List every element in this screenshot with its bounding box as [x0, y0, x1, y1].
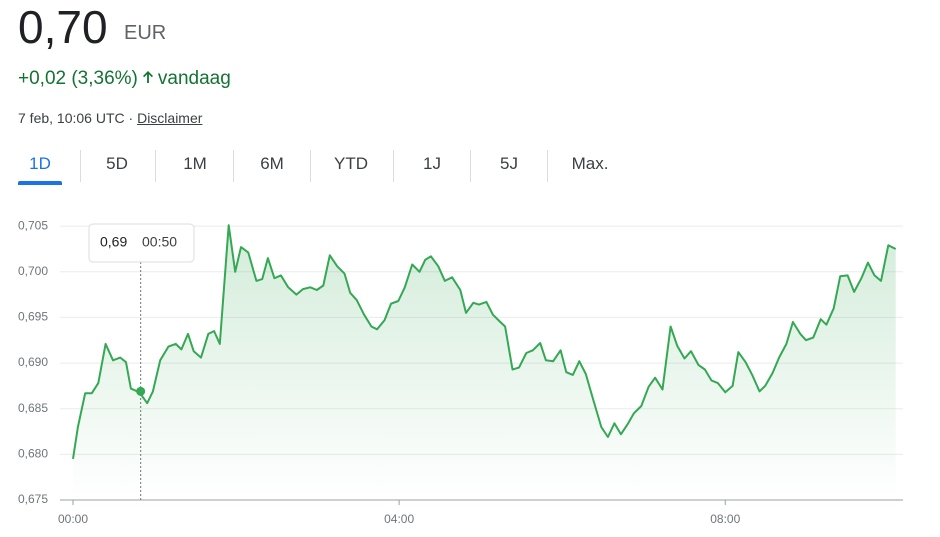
tab-separator: [547, 150, 548, 182]
range-tab[interactable]: 1M: [183, 154, 207, 173]
area: [73, 225, 896, 500]
chart: 0,675 0,680 0,685 0,690 0,695 0,700 0,705 00:00…: [18, 218, 903, 526]
price: 0,70: [18, 1, 108, 53]
range-tab[interactable]: 1D: [29, 154, 51, 173]
period: vandaag: [157, 68, 231, 89]
range-tab[interactable]: 5D: [106, 154, 128, 173]
tooltip-value: 0,69: [100, 234, 127, 250]
range-tab[interactable]: Max.: [571, 154, 609, 173]
disclaimer-link[interactable]: Disclaimer: [137, 110, 203, 126]
timestamp-line: 7 feb, 10:06 UTC · Disclaimer: [18, 110, 202, 126]
tab-separator: [393, 150, 394, 182]
y-tick-label: 0,690: [18, 355, 48, 369]
x-tick-label: 00:00: [58, 512, 88, 526]
y-tick-label: 0,675: [18, 492, 48, 506]
tab-separator: [310, 150, 311, 182]
tab-separator: [155, 150, 156, 182]
tooltip-time: 00:50: [142, 234, 177, 250]
change: +0,02 (3,36%) vandaag: [18, 68, 231, 90]
timestamp: 7 feb, 10:06 UTC: [18, 110, 125, 126]
currency: EUR: [124, 22, 167, 44]
tab-separator: [233, 150, 234, 182]
hover-dot: [136, 386, 146, 396]
range-tab[interactable]: 1J: [423, 154, 441, 173]
price-line: [72, 224, 897, 460]
x-tick-label: 08:00: [710, 512, 740, 526]
change-value: +0,02 (3,36%): [18, 68, 138, 89]
y-tick-label: 0,685: [18, 401, 48, 415]
separator: ·: [128, 110, 134, 126]
tooltip-box: [88, 223, 195, 263]
range-tab[interactable]: 6M: [260, 154, 284, 173]
up-arrow: [142, 71, 153, 83]
range-tab[interactable]: YTD: [334, 154, 368, 173]
tab-separator: [80, 150, 81, 182]
range-tab[interactable]: 5J: [500, 154, 518, 173]
y-tick-label: 0,695: [18, 310, 48, 324]
active-tab-underline: [18, 181, 62, 185]
tab-separator: [470, 150, 471, 182]
x-tick-label: 04:00: [384, 512, 414, 526]
y-tick-label: 0,680: [18, 447, 48, 461]
y-tick-label: 0,700: [18, 264, 48, 278]
y-tick-label: 0,705: [18, 218, 48, 232]
